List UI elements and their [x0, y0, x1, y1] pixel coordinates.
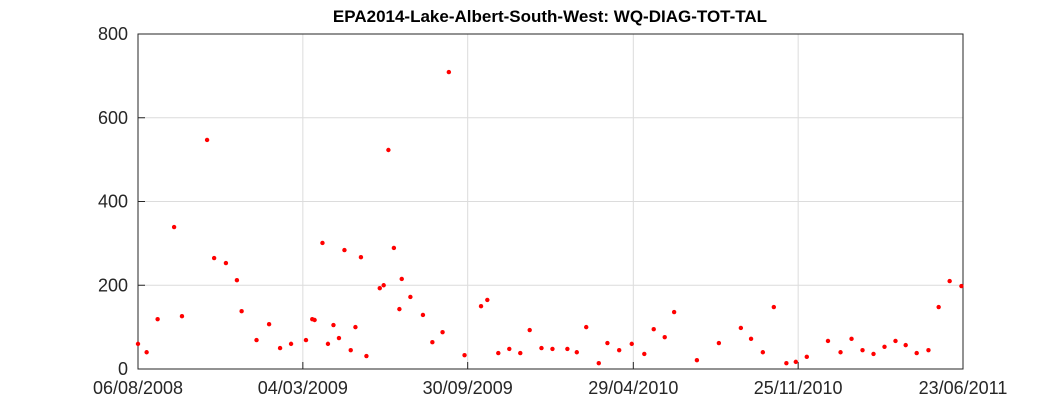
data-point — [211, 255, 217, 261]
data-point — [377, 285, 382, 291]
data-point — [793, 359, 799, 365]
data-point — [408, 294, 413, 300]
data-point — [254, 337, 259, 343]
data-point — [239, 309, 244, 314]
x-tick-label: 25/11/2010 — [754, 378, 843, 398]
data-point — [440, 329, 445, 335]
plot-frame — [137, 33, 964, 370]
data-point — [738, 325, 744, 331]
data-point — [485, 297, 490, 303]
data-point — [662, 334, 667, 340]
data-point — [527, 327, 532, 333]
data-point — [651, 327, 656, 332]
data-point — [926, 347, 931, 353]
chart-title: EPA2014-Lake-Albert-South-West: WQ-DIAG-… — [333, 7, 767, 26]
data-point — [882, 344, 887, 350]
data-point — [596, 360, 601, 366]
data-point — [399, 276, 404, 282]
data-point — [959, 283, 964, 289]
data-point — [860, 347, 865, 353]
y-tick-label: 0 — [118, 359, 128, 379]
data-point — [336, 335, 342, 341]
data-point — [430, 340, 435, 345]
data-point — [605, 340, 610, 346]
data-point — [358, 254, 364, 260]
data-point — [849, 336, 854, 342]
data-point — [446, 69, 452, 75]
data-point — [420, 312, 426, 318]
data-point — [629, 341, 634, 347]
data-point — [936, 304, 941, 310]
data-point — [716, 340, 722, 346]
y-tick-label: 200 — [98, 275, 128, 295]
data-point — [804, 354, 809, 360]
data-point — [144, 350, 149, 355]
x-tick-label: 29/04/2010 — [588, 378, 678, 398]
data-point — [303, 337, 309, 343]
data-point — [325, 341, 331, 347]
data-point — [312, 317, 317, 323]
data-point — [496, 350, 501, 356]
data-point — [478, 303, 484, 309]
data-point — [838, 350, 843, 355]
data-point — [893, 338, 898, 344]
data-point — [584, 324, 589, 330]
data-point — [179, 314, 185, 319]
data-point — [825, 338, 831, 344]
data-point — [234, 278, 240, 283]
data-point — [642, 351, 647, 357]
data-point — [204, 137, 210, 143]
data-point — [574, 350, 579, 355]
y-tick-label: 600 — [98, 108, 128, 128]
data-point — [784, 360, 789, 366]
data-point — [331, 322, 336, 328]
y-tick-label: 800 — [98, 24, 128, 44]
data-point — [353, 324, 358, 330]
data-point — [386, 147, 391, 153]
data-point — [348, 347, 353, 353]
data-point — [539, 345, 544, 351]
x-tick-label: 04/03/2009 — [258, 378, 348, 398]
y-tick-label: 400 — [98, 192, 128, 212]
data-point — [397, 306, 402, 312]
x-tick-label: 23/06/2011 — [919, 378, 1008, 398]
data-point — [288, 341, 294, 347]
data-point — [914, 350, 919, 356]
data-point — [171, 224, 177, 230]
data-point — [694, 358, 700, 363]
data-point — [364, 353, 369, 359]
data-point — [871, 351, 876, 357]
data-point — [671, 309, 677, 315]
data-point — [616, 347, 622, 353]
data-point — [771, 304, 777, 310]
data-point — [320, 240, 325, 246]
data-point — [277, 345, 283, 351]
data-point — [507, 346, 512, 352]
x-tick-label: 30/09/2009 — [423, 378, 513, 398]
data-point — [518, 350, 523, 356]
data-point — [550, 346, 555, 352]
data-point — [155, 316, 160, 322]
data-point — [342, 247, 347, 253]
data-point — [462, 352, 467, 358]
data-point — [135, 341, 141, 347]
data-point — [266, 321, 272, 327]
data-point — [223, 260, 229, 266]
data-point — [748, 336, 754, 342]
data-point — [903, 342, 908, 348]
data-point — [760, 350, 766, 355]
data-point — [947, 278, 952, 284]
data-point — [565, 346, 570, 352]
x-tick-label: 06/08/2008 — [93, 378, 183, 398]
data-point — [391, 245, 397, 251]
data-point — [381, 283, 386, 288]
